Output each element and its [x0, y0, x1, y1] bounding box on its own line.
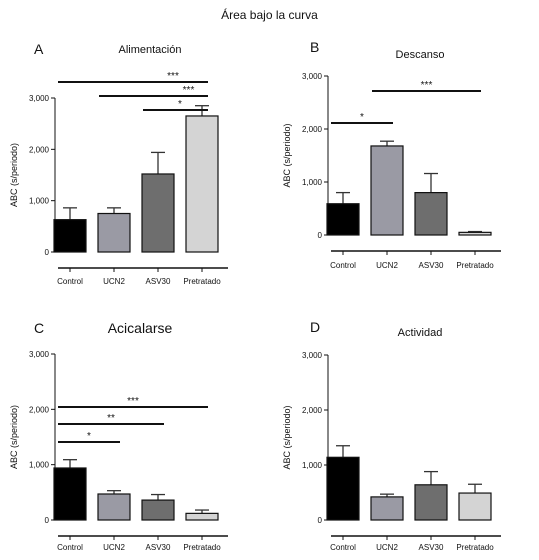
x-tick-label: Pretratado: [456, 261, 494, 270]
bar-pretratado: [458, 231, 492, 236]
x-tick-label: ASV30: [146, 543, 171, 552]
y-tick-label: 0: [45, 248, 50, 257]
bar-asv30: [414, 484, 448, 521]
bar-ucn2: [97, 493, 131, 521]
y-axis-label: ABC (s/periodo): [282, 123, 292, 187]
y-axis-label: ABC (s/periodo): [9, 143, 19, 207]
y-tick-label: 0: [318, 231, 323, 240]
chart-title: Descanso: [396, 49, 445, 61]
x-tick-label: UCN2: [103, 277, 125, 286]
y-tick-label: 2,000: [29, 405, 50, 414]
x-tick-label: UCN2: [376, 261, 398, 270]
y-axis-label: ABC (s/periodo): [9, 405, 19, 469]
chart-title: Actividad: [398, 327, 443, 339]
panel-letter: D: [310, 319, 320, 335]
x-tick-label: UCN2: [376, 543, 398, 552]
y-tick-label: 2,000: [302, 406, 323, 415]
bar-control: [53, 219, 87, 253]
y-tick-label: 3,000: [302, 72, 323, 81]
y-tick-label: 3,000: [29, 94, 50, 103]
panel-c-chart: C Acicalarse ABC (s/periodo) 0 1,000 2,000 3,0…: [9, 320, 228, 552]
bar-ucn2: [97, 212, 131, 253]
significance-stars: ***: [421, 80, 433, 91]
x-tick-label: Control: [330, 543, 356, 552]
x-tick-label: ASV30: [146, 277, 171, 286]
bar-control: [53, 467, 87, 521]
bar-control: [326, 456, 360, 521]
y-tick-label: 1,000: [302, 178, 323, 187]
y-tick-label: 3,000: [29, 350, 50, 359]
x-tick-label: ASV30: [419, 261, 444, 270]
y-tick-label: 0: [318, 516, 323, 525]
bar-pretratado: [185, 115, 219, 253]
significance-stars: ***: [183, 85, 195, 96]
significance-stars: ***: [167, 71, 179, 82]
panel-letter: B: [310, 39, 319, 55]
y-tick-label: 1,000: [29, 197, 50, 206]
y-tick-label: 0: [45, 516, 50, 525]
y-tick-label: 2,000: [29, 145, 50, 154]
x-tick-label: Control: [57, 277, 83, 286]
x-tick-label: Pretratado: [456, 543, 494, 552]
panel-d-chart: D Actividad ABC (s/periodo) 0 1,000 2,000 3,00…: [282, 319, 501, 552]
x-tick-label: Control: [330, 261, 356, 270]
x-tick-label: UCN2: [103, 543, 125, 552]
bar-asv30: [414, 192, 448, 236]
significance-stars: **: [107, 413, 115, 424]
y-tick-label: 1,000: [29, 461, 50, 470]
bar-control: [326, 203, 360, 236]
panel-b-chart: B Descanso ABC (s/periodo) 0 1,000 2,000 3,000…: [282, 39, 501, 270]
bar-asv30: [141, 499, 175, 521]
panel-letter: C: [34, 320, 44, 336]
x-tick-label: Pretratado: [183, 277, 221, 286]
significance-stars: *: [178, 99, 182, 110]
significance-stars: *: [360, 112, 364, 123]
y-axis-label: ABC (s/periodo): [282, 405, 292, 469]
bar-asv30: [141, 173, 175, 253]
y-tick-label: 1,000: [302, 461, 323, 470]
significance-stars: *: [87, 431, 91, 442]
panel-a-chart: A Alimentación ABC (s/periodo) 0 1,000 2,000 3…: [9, 41, 228, 286]
x-tick-label: Control: [57, 543, 83, 552]
y-tick-label: 3,000: [302, 351, 323, 360]
bar-pretratado: [185, 512, 219, 521]
bar-ucn2: [370, 496, 404, 521]
x-tick-label: Pretratado: [183, 543, 221, 552]
bar-ucn2: [370, 145, 404, 236]
panel-letter: A: [34, 41, 44, 57]
y-tick-label: 2,000: [302, 125, 323, 134]
chart-title: Alimentación: [119, 44, 182, 56]
x-tick-label: ASV30: [419, 543, 444, 552]
bar-pretratado: [458, 492, 492, 521]
page-title: Área bajo la curva: [221, 8, 318, 22]
chart-title: Acicalarse: [108, 320, 173, 336]
significance-stars: ***: [127, 396, 139, 407]
